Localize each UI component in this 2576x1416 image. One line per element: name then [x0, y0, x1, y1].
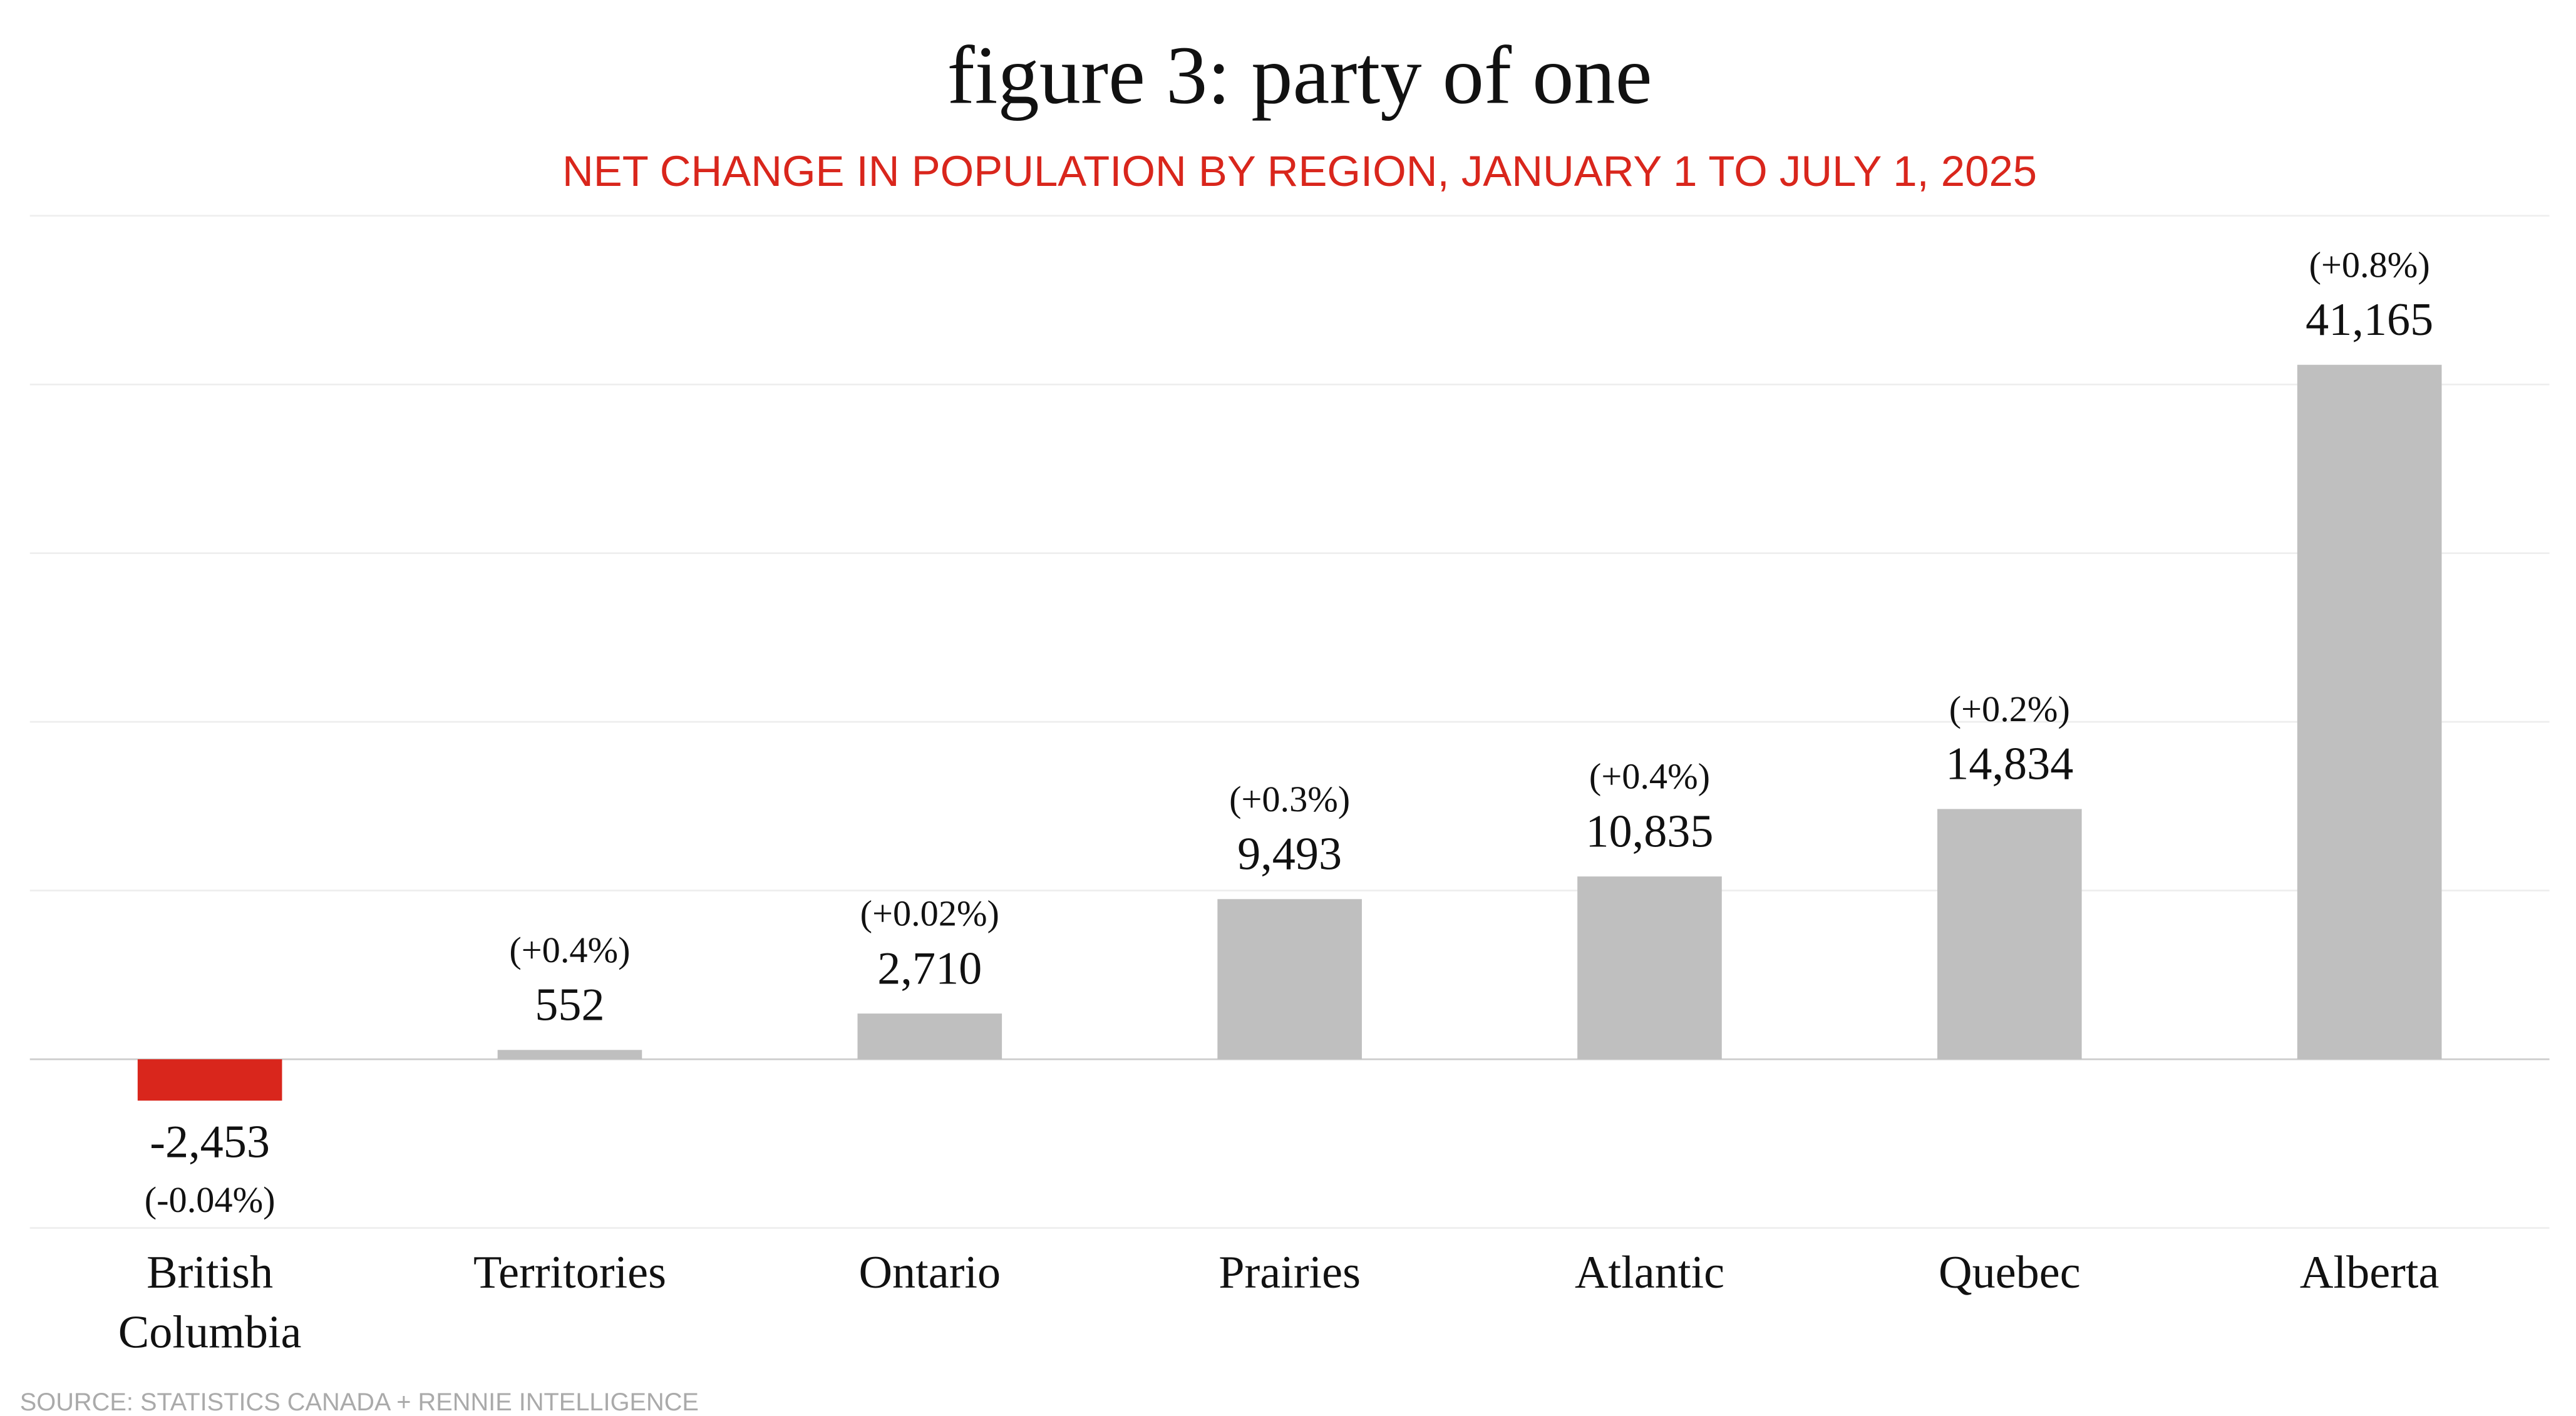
- pct-label: (+0.3%): [1229, 779, 1350, 819]
- value-label: 10,835: [1585, 806, 1713, 857]
- bar: [2297, 364, 2442, 1060]
- value-label: 2,710: [877, 943, 982, 994]
- pct-label: (+0.4%): [509, 930, 630, 970]
- bar: [1217, 899, 1362, 1060]
- x-tick-label: British Columbia: [118, 1247, 302, 1358]
- x-tick-label: Quebec: [1939, 1247, 2081, 1298]
- bar: [137, 1059, 282, 1101]
- x-tick-label: Ontario: [858, 1247, 1001, 1298]
- chart-subtitle: NET CHANGE IN POPULATION BY REGION, JANU…: [562, 147, 2037, 195]
- bar: [857, 1013, 1002, 1060]
- x-tick-label: Atlantic: [1575, 1247, 1724, 1298]
- pct-label: (+0.2%): [1949, 689, 2070, 729]
- x-tick-label: Territories: [473, 1247, 666, 1298]
- bar: [1577, 876, 1722, 1060]
- pct-label: (-0.04%): [145, 1179, 276, 1220]
- pct-label: (+0.02%): [860, 893, 999, 934]
- pct-label: (+0.4%): [1589, 756, 1710, 797]
- pct-label: (+0.8%): [2309, 244, 2430, 285]
- value-label: 552: [535, 980, 604, 1031]
- bar: [1937, 809, 2082, 1060]
- x-tick-label: Alberta: [2300, 1247, 2439, 1298]
- chart-title: figure 3: party of one: [947, 29, 1652, 121]
- value-label: -2,453: [150, 1116, 270, 1167]
- value-label: 14,834: [1945, 739, 2073, 790]
- bar: [497, 1050, 642, 1060]
- value-label: 41,165: [2306, 294, 2433, 346]
- source-note: SOURCE: STATISTICS CANADA + RENNIE INTEL…: [20, 1388, 699, 1416]
- value-label: 9,493: [1237, 829, 1342, 880]
- x-tick-label: Prairies: [1218, 1247, 1361, 1298]
